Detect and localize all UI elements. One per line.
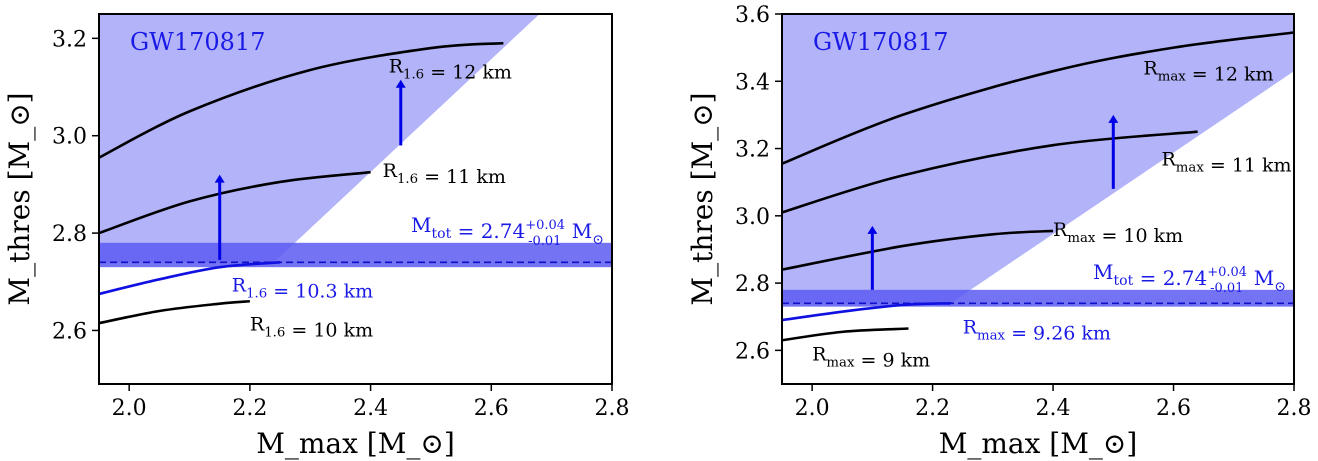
y-tick-label: 3.2	[735, 138, 770, 163]
x-axis-label: M_max [M_⊙]	[256, 427, 455, 460]
x-axis-label: M_max [M_⊙]	[939, 427, 1138, 460]
y-tick-label: 2.8	[735, 272, 770, 297]
x-tick-label: 2.6	[1156, 396, 1191, 421]
series-line-3	[99, 260, 281, 296]
y-tick-label: 2.8	[52, 222, 87, 247]
y-tick-label: 2.6	[52, 319, 87, 344]
x-tick-label: 2.2	[232, 396, 267, 421]
y-tick-label: 3.6	[735, 3, 770, 28]
x-tick-label: 2.0	[112, 396, 147, 421]
gw170817-label: GW170817	[813, 28, 948, 56]
x-tick-label: 2.8	[595, 396, 630, 421]
series-line-4	[99, 299, 250, 325]
x-tick-label: 2.4	[1036, 396, 1071, 421]
series-line-5	[782, 327, 909, 342]
series-label-3: Rmax = 10 km	[1053, 219, 1183, 247]
x-tick-label: 2.8	[1277, 396, 1312, 421]
axes-frame	[781, 13, 1295, 385]
gw170817-excluded-region	[99, 14, 540, 263]
y-axis-label: M_thres [M_⊙]	[3, 92, 36, 305]
y-tick-label: 3.0	[52, 125, 87, 150]
plot-area	[99, 14, 612, 325]
arrow-head-1	[867, 225, 878, 234]
series-line-2	[782, 130, 1198, 214]
y-tick-label: 2.6	[735, 339, 770, 364]
series-line-4	[782, 301, 951, 322]
mtot-band	[99, 242, 612, 268]
gw170817-label: GW170817	[130, 28, 265, 56]
series-line-2	[99, 170, 371, 235]
mtot-band	[782, 289, 1294, 307]
gw170817-excluded-region	[782, 14, 1294, 304]
arrow-head-2	[395, 79, 406, 88]
axes-frame	[98, 13, 613, 385]
x-tick-label: 2.0	[795, 396, 830, 421]
series-label-1: R1.6 = 12 km	[389, 55, 512, 83]
y-tick-label: 3.0	[735, 205, 770, 230]
series-line-1	[99, 41, 504, 159]
x-tick-label: 2.4	[353, 396, 388, 421]
mtot-label: Mtot = 2.74+0.04 -0.01 M⊙	[1093, 260, 1286, 296]
mtot-label: Mtot = 2.74+0.04 -0.01 M⊙	[411, 213, 604, 249]
y-axis-label: M_thres [M_⊙]	[686, 92, 719, 305]
x-tick-label: 2.6	[474, 396, 509, 421]
panel-1: 2.0 2.2 2.4 2.6 2.8 2.6 2.8 3.0 3.2 M_max [M_⊙] M_…	[3, 13, 630, 460]
series-label-3: R1.6 = 10.3 km	[232, 275, 373, 303]
arrow-head-1	[214, 174, 225, 183]
arrow-head-2	[1108, 114, 1119, 123]
y-tick-label: 3.2	[52, 27, 87, 52]
series-label-2: Rmax = 11 km	[1161, 148, 1291, 176]
series-line-3	[782, 229, 1054, 271]
series-line-1	[782, 31, 1294, 165]
series-label-4: Rmax = 9.26 km	[963, 317, 1111, 345]
plot-area	[782, 14, 1294, 342]
series-label-2: R1.6 = 11 km	[383, 160, 506, 188]
series-label-5: Rmax = 9 km	[812, 343, 930, 371]
series-label-1: Rmax = 12 km	[1143, 58, 1273, 86]
x-tick-label: 2.2	[915, 396, 950, 421]
panel-2: 2.0 2.2 2.4 2.6 2.8 2.6 2.8 3.0 3.2 3.4 3.6 M_max […	[686, 3, 1312, 460]
series-label-4: R1.6 = 10 km	[250, 313, 373, 341]
y-tick-label: 3.4	[735, 70, 770, 95]
